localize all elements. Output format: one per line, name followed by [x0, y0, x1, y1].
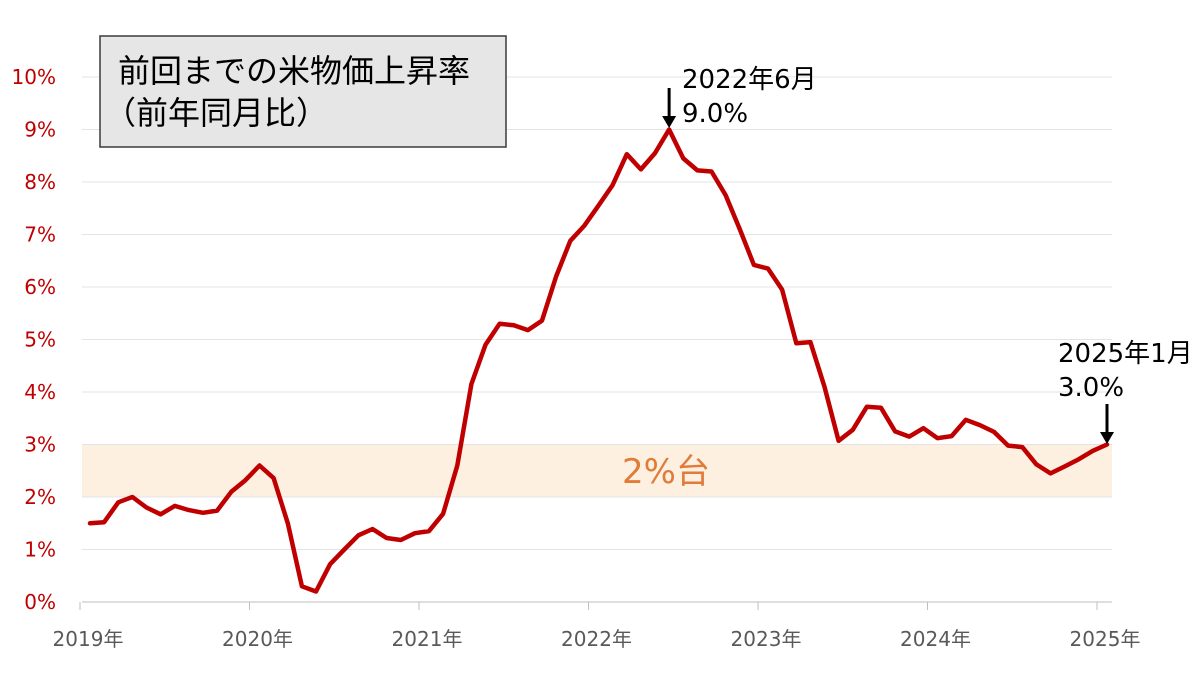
x-tick-label: 2023年 — [731, 627, 802, 651]
y-tick-label: 8% — [24, 170, 56, 194]
y-tick-label: 5% — [24, 328, 56, 352]
x-tick-label: 2020年 — [222, 627, 293, 651]
annotations: 2022年6月 9.0% 2025年1月 3.0% — [662, 65, 1193, 444]
series-line — [87, 127, 1110, 594]
y-tick-label: 0% — [24, 590, 56, 614]
annotation-label: 2025年1月 — [1058, 339, 1193, 369]
y-tick-label: 9% — [24, 118, 56, 142]
annotation-arrowhead — [662, 116, 677, 128]
y-tick-label: 4% — [24, 380, 56, 404]
annotation-label: 9.0% — [682, 99, 748, 129]
chart-subtitle: （前年同月比） — [104, 94, 328, 132]
annotation-label: 3.0% — [1058, 373, 1124, 403]
x-axis: 2019年 2020年 2021年 2022年 2023年 2024年 2025年 — [53, 601, 1141, 651]
band-label: 2%台 — [622, 452, 710, 492]
x-tick-label: 2019年 — [53, 627, 124, 651]
x-tick-label: 2022年 — [561, 627, 632, 651]
y-tick-label: 7% — [24, 223, 56, 247]
series-layer — [87, 127, 1110, 594]
x-tick-label: 2021年 — [392, 627, 463, 651]
y-tick-label: 10% — [12, 65, 56, 89]
y-tick-label: 6% — [24, 275, 56, 299]
title-box: 前回までの米物価上昇率 （前年同月比） — [99, 35, 507, 148]
chart-title: 前回までの米物価上昇率 — [118, 52, 470, 90]
x-tick-label: 2024年 — [900, 627, 971, 651]
annotation-arrowhead — [1100, 432, 1114, 444]
y-tick-label: 2% — [24, 485, 56, 509]
annotation-label: 2022年6月 — [682, 65, 817, 95]
title-box-frame — [99, 35, 507, 148]
y-axis: 0% 1% 2% 3% 4% 5% 6% 7% 8% 9% 10% — [12, 65, 56, 614]
y-tick-label: 3% — [24, 433, 56, 457]
x-tick-label: 2025年 — [1070, 627, 1141, 651]
y-tick-label: 1% — [24, 538, 56, 562]
